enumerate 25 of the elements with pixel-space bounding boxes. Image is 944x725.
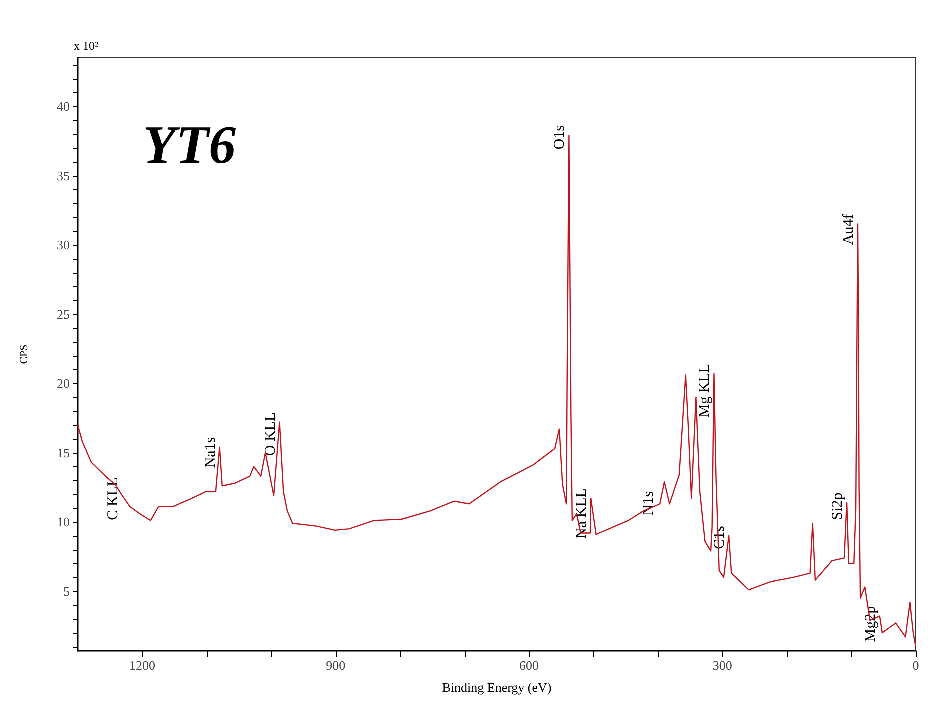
x-axis-title: Binding Energy (eV): [442, 680, 552, 695]
annotation: Mg2p: [862, 606, 879, 642]
annotation: Na1s: [202, 437, 219, 468]
x-tick-label: 600: [519, 658, 539, 673]
y-tick-label: 15: [57, 445, 70, 460]
annotation: Mg KLL: [697, 364, 714, 418]
text: YT6: [143, 115, 236, 175]
annotation: C KLL: [105, 478, 122, 520]
x-tick-label: 300: [712, 658, 732, 673]
y-tick-label: 20: [57, 376, 70, 392]
y-tick-label: 30: [57, 238, 70, 253]
annotation: Si2p: [830, 492, 846, 520]
y-tick-label: 40: [57, 98, 70, 114]
annotation: O1s: [552, 125, 568, 150]
y-axis-title: CPS: [18, 344, 30, 364]
annotation: Au4f: [840, 214, 857, 246]
y-tick-label: 25: [57, 306, 70, 322]
y-tick-label: 10: [57, 514, 70, 530]
y-tick-label: 35: [57, 168, 70, 184]
x-tick-label: 900: [326, 658, 346, 673]
annotation: O KLL: [262, 412, 279, 456]
x-tick-label: 1200: [129, 658, 156, 673]
text: x 10²: [74, 39, 99, 53]
y-tick-label: 5: [64, 584, 70, 599]
x-tick-label: 0: [912, 658, 920, 673]
